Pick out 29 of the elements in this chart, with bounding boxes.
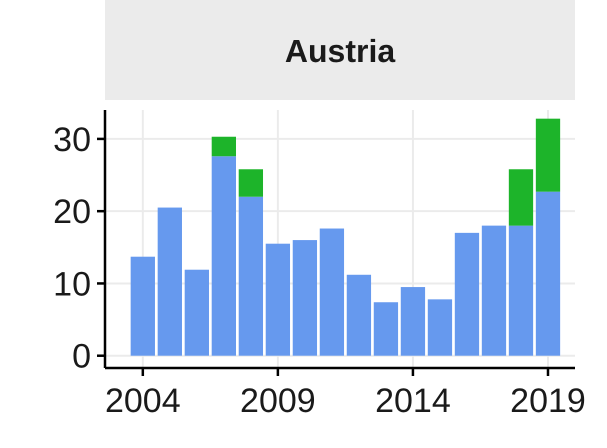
bar <box>536 118 560 192</box>
bar <box>130 256 155 356</box>
x-tick-label: 2009 <box>240 382 316 420</box>
x-tick-label: 2004 <box>104 382 181 420</box>
bar <box>536 192 560 356</box>
bar <box>346 274 372 356</box>
y-tick-label: 0 <box>72 338 91 376</box>
bar <box>238 169 264 197</box>
bar <box>158 208 182 356</box>
bar <box>184 270 209 356</box>
bar <box>454 232 480 356</box>
bar <box>212 156 236 356</box>
bar <box>428 299 452 356</box>
bar <box>374 302 398 356</box>
bar <box>400 287 426 356</box>
bar <box>508 226 534 356</box>
x-tick-label: 2019 <box>510 382 586 420</box>
bar <box>320 228 344 356</box>
bar <box>212 136 236 156</box>
chart-title: Austria <box>284 33 396 69</box>
x-tick-label: 2014 <box>375 382 451 420</box>
bar <box>266 244 290 356</box>
y-tick-label: 10 <box>53 265 91 304</box>
y-tick-label: 30 <box>53 120 91 159</box>
bar <box>508 169 534 226</box>
bar <box>238 196 264 356</box>
bar <box>482 226 506 356</box>
y-tick-label: 20 <box>53 193 91 232</box>
bar <box>292 240 318 356</box>
